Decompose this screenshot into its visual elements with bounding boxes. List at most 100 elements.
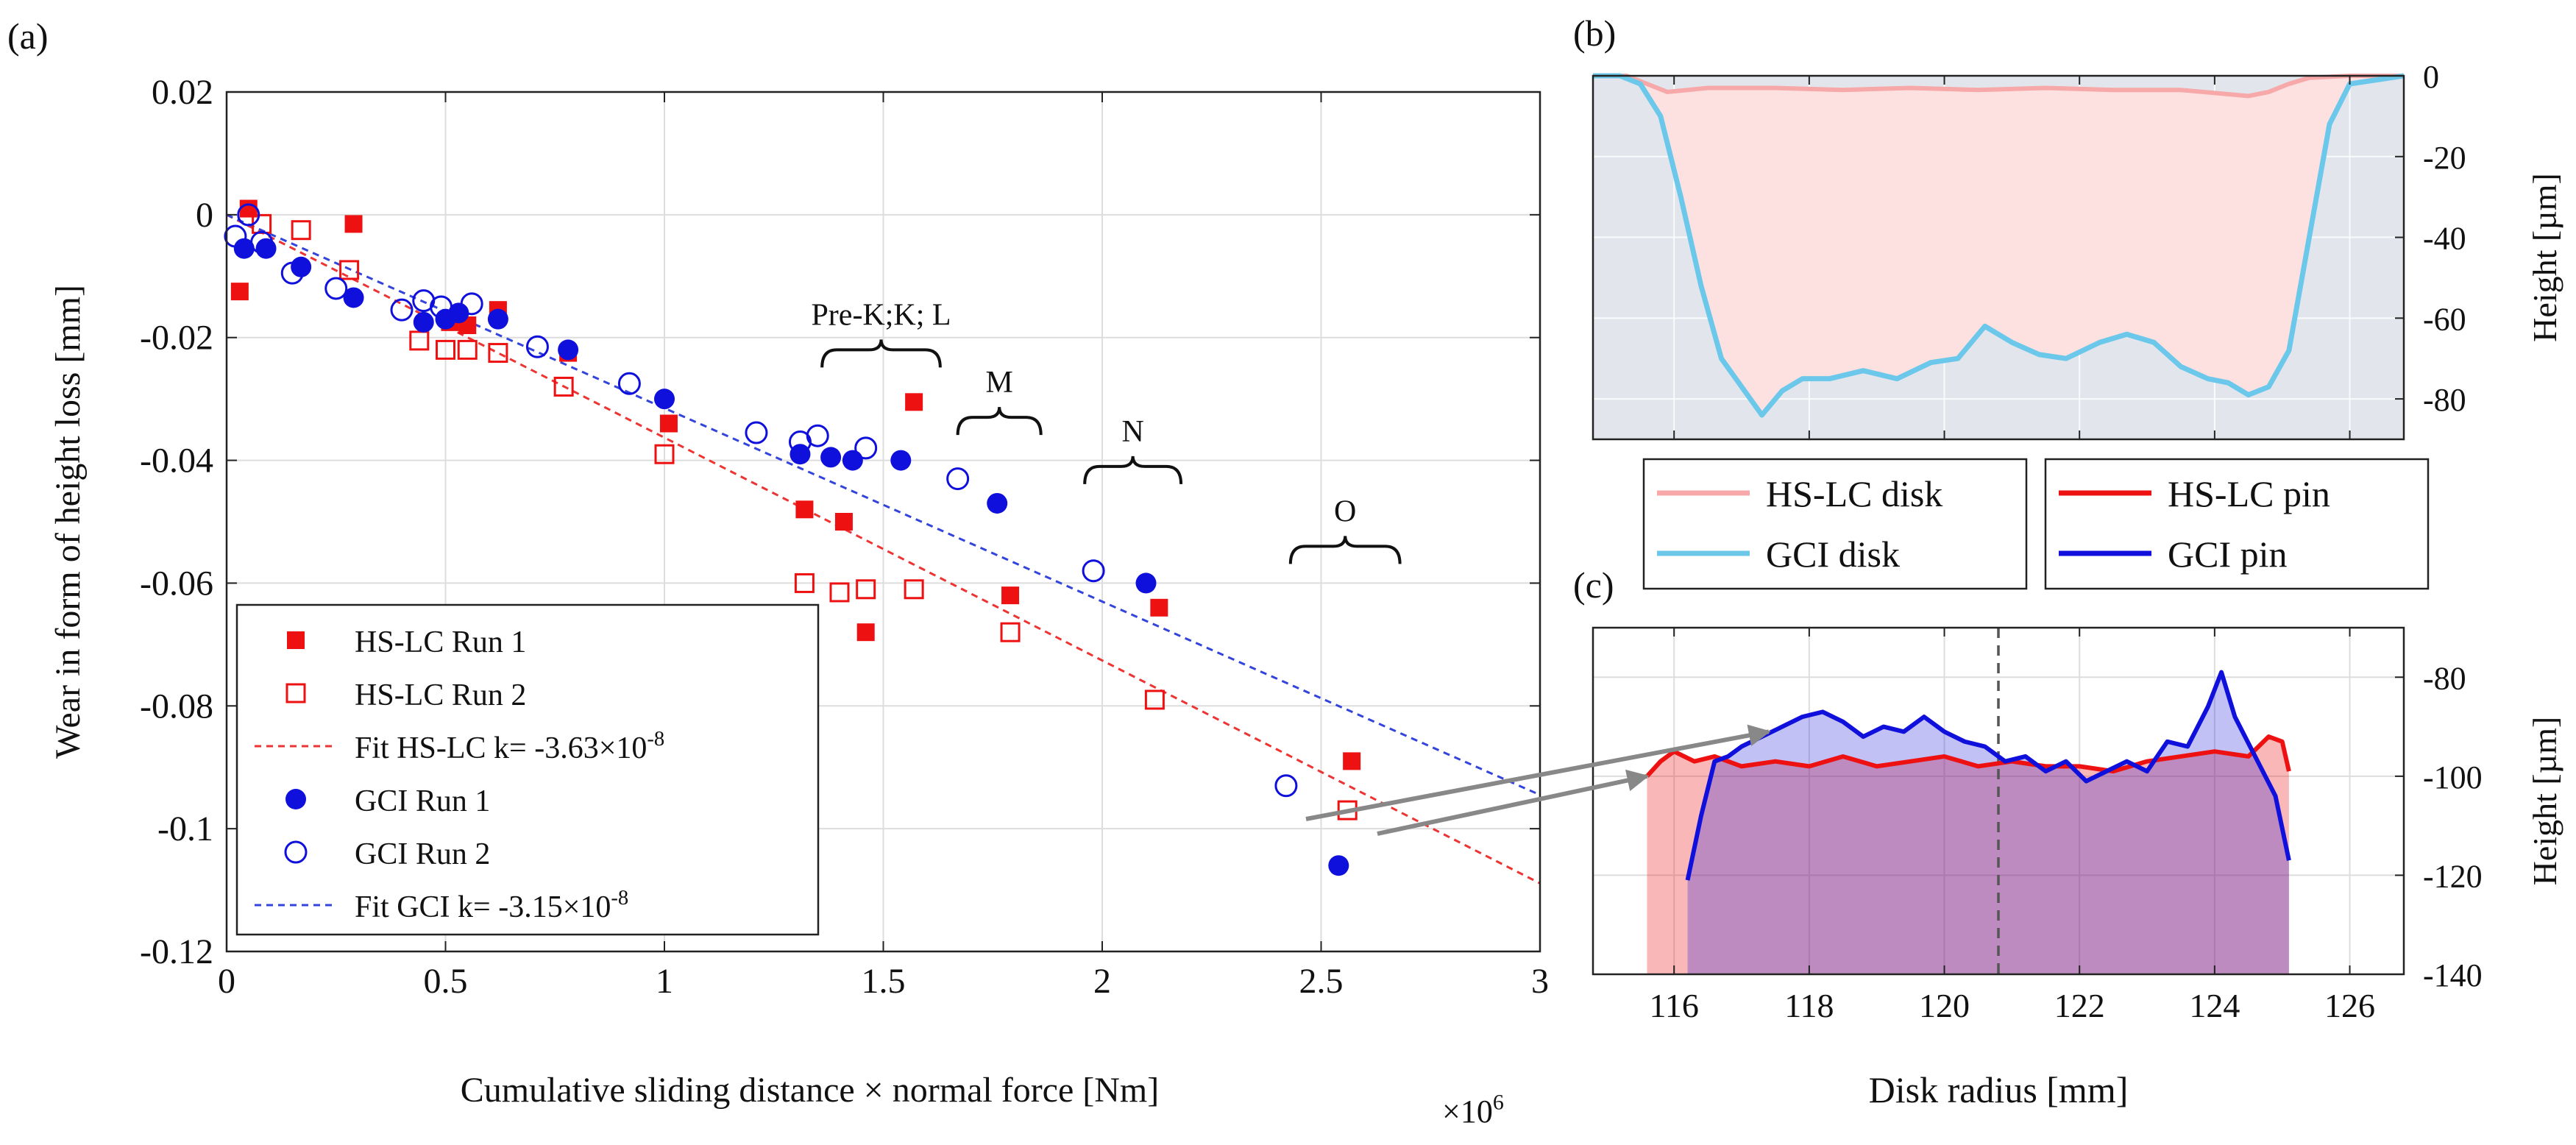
point-s3-11 — [745, 421, 768, 444]
y-axis-label-b: Height [µm] — [2526, 173, 2563, 342]
point-s0-12 — [1001, 586, 1020, 605]
xtick-label-c-4: 124 — [2189, 987, 2240, 1024]
point-s3-10 — [617, 372, 641, 395]
point-s1-5 — [457, 339, 478, 360]
point-s3-3 — [280, 261, 304, 285]
point-s1-8 — [654, 444, 675, 464]
xtick-label-6: 3 — [1531, 962, 1549, 1001]
point-s0-9 — [834, 513, 853, 531]
point-s3-16 — [1082, 559, 1105, 583]
point-s0-8 — [795, 500, 814, 519]
point-s1-6 — [488, 343, 508, 364]
pin-legend-label-1: GCI pin — [2168, 533, 2288, 575]
point-s3-8 — [460, 292, 483, 316]
axes-box-b — [1592, 74, 2405, 441]
point-s1-14 — [1144, 690, 1165, 710]
point-s1-1 — [291, 220, 311, 241]
point-s0-7 — [659, 414, 678, 433]
annotation-1: M — [985, 366, 1012, 400]
point-s0-13 — [1150, 598, 1168, 617]
xtick-label-c-0: 116 — [1650, 987, 1699, 1024]
ytick-label-b-3: -60 — [2423, 301, 2466, 337]
disk-legend-label-0: HS-LC disk — [1766, 473, 1942, 514]
legend-a-label-4: GCI Run 2 — [355, 837, 490, 871]
legend-a-marker-1 — [285, 683, 306, 703]
annotation-0: Pre-K;K; L — [811, 298, 951, 332]
point-s3-4 — [324, 277, 348, 300]
point-s2-6 — [448, 302, 469, 324]
ytick-label-5: -0.08 — [140, 687, 213, 726]
legend-a-label-1: HS-LC Run 2 — [355, 678, 526, 712]
legend-a-box — [235, 603, 820, 936]
point-s3-1 — [237, 203, 260, 227]
point-s2-3 — [343, 287, 364, 308]
xtick-label-4: 2 — [1093, 962, 1111, 1001]
panel-label-b: (b) — [1573, 13, 1616, 54]
legend-a-label-3: GCI Run 1 — [355, 784, 490, 818]
pin-legend-label-0: HS-LC pin — [2168, 473, 2330, 514]
xtick-label-c-3: 122 — [2054, 987, 2105, 1024]
point-s1-13 — [1000, 622, 1021, 642]
point-s2-15 — [1135, 572, 1157, 594]
xtick-label-5: 2.5 — [1299, 962, 1344, 1001]
xtick-label-2: 1 — [656, 962, 673, 1001]
point-s1-3 — [409, 330, 430, 351]
point-s0-11 — [905, 393, 923, 411]
point-s2-8 — [558, 339, 579, 361]
point-s1-12 — [904, 579, 924, 600]
ytick-label-7: -0.12 — [140, 932, 213, 971]
annotation-2: N — [1121, 415, 1143, 449]
xtick-label-1: 0.5 — [424, 962, 468, 1001]
ytick-label-b-2: -40 — [2423, 221, 2466, 257]
xtick-label-c-5: 126 — [2324, 987, 2375, 1024]
legend-a-label-5: Fit GCI k= -3.15×10-8 — [355, 887, 628, 924]
disk-legend-box — [1642, 458, 2028, 590]
brace-3 — [1288, 536, 1402, 564]
point-s0-0 — [230, 283, 249, 301]
legend-a-label-2: Fit HS-LC k= -3.63×10-8 — [355, 728, 664, 765]
point-s3-7 — [430, 295, 453, 319]
ytick-label-c-3: -140 — [2423, 957, 2483, 993]
axes-box-c — [1592, 626, 2405, 976]
brace-1 — [956, 407, 1043, 436]
xtick-label-3: 1.5 — [862, 962, 906, 1001]
ytick-label-c-1: -100 — [2423, 759, 2483, 795]
gci-pin-area — [1687, 672, 2289, 974]
pin-legend-box — [2044, 458, 2430, 590]
point-s3-0 — [224, 224, 247, 248]
gci-disk-line — [1593, 73, 2405, 418]
ytick-label-1: 0 — [196, 196, 213, 235]
point-s3-9 — [525, 335, 549, 358]
point-s0-14 — [1343, 752, 1361, 770]
legend-a-marker-4 — [284, 840, 308, 864]
xtick-label-c-1: 118 — [1784, 987, 1834, 1024]
point-s3-5 — [390, 298, 414, 322]
hslc-pin-line — [1645, 734, 2291, 778]
point-s1-4 — [436, 339, 455, 360]
point-s2-9 — [654, 389, 675, 410]
y-axis-label-c: Height [µm] — [2526, 717, 2563, 886]
point-s0-2 — [344, 215, 363, 233]
ytick-label-b-4: -80 — [2423, 382, 2466, 418]
point-s3-2 — [250, 230, 274, 254]
brace-0 — [820, 339, 942, 368]
xtick-label-0: 0 — [218, 962, 235, 1001]
point-s2-14 — [987, 492, 1008, 514]
ytick-label-b-1: -20 — [2423, 140, 2466, 176]
y-axis-label-a: Wear in form of height loss [mm] — [49, 285, 88, 759]
hslc-pin-area — [1647, 737, 2289, 974]
point-s1-10 — [829, 582, 850, 603]
ytick-label-0: 0.02 — [152, 73, 213, 112]
point-s2-10 — [790, 444, 811, 465]
point-s2-4 — [413, 311, 434, 333]
hslc-disk-line — [1593, 74, 2404, 99]
pin-arrows — [1305, 724, 1771, 836]
x-exponent-a: ×106 — [1442, 1090, 1504, 1130]
panel-label-c: (c) — [1573, 564, 1614, 606]
ytick-label-3: -0.04 — [140, 442, 213, 481]
ytick-label-2: -0.02 — [140, 319, 213, 358]
panel-c: (c) 116 118 120 122 124 126 -80 -100 -120 -140 Disk… — [1573, 458, 2563, 1110]
panel-a: (a) Pre-K;K; L M N O 0 0.5 1 1.5 2 2.5 3 0.02 0 -0.02 -… — [7, 15, 1549, 1130]
point-s2-11 — [820, 447, 842, 468]
x-axis-label-a: Cumulative sliding distance × normal for… — [461, 1071, 1160, 1110]
